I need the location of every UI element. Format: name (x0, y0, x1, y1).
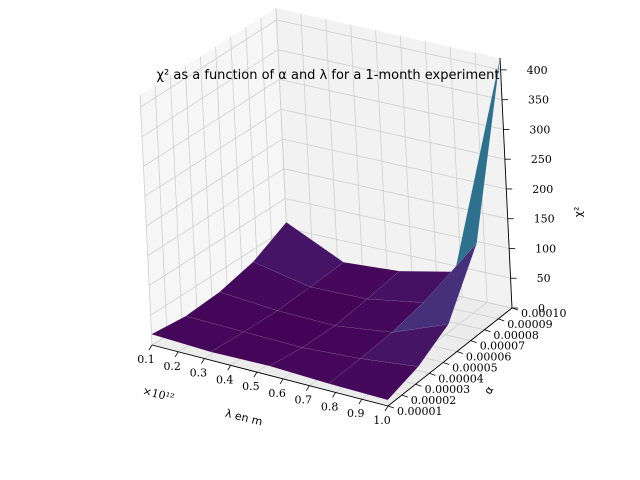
z-axis-label: χ² (572, 207, 585, 218)
z-gridline (140, 19, 501, 108)
y-tick-mark (401, 394, 408, 398)
z-tick-label: 400 (527, 64, 548, 77)
z-tick-label: 300 (529, 123, 550, 136)
z-tick-label: 0 (538, 302, 545, 315)
x-tick-mark (227, 365, 232, 371)
y-tick-mark (387, 405, 395, 409)
z-gridline (148, 198, 510, 286)
x-tick-label: 0.3 (190, 367, 208, 380)
y-tick-label: 0.00008 (493, 329, 539, 342)
back-pane (276, 8, 512, 308)
x-tick-label: 0.9 (347, 407, 365, 420)
x-tick-label: 0.2 (163, 360, 181, 373)
x-tick-label: 0.4 (216, 373, 234, 386)
x-tick-mark (384, 405, 389, 412)
x-tick-mark (253, 371, 258, 378)
x-tick-mark (148, 344, 153, 351)
x-tick-label: 0.8 (321, 400, 339, 413)
z-gridline (147, 168, 508, 257)
y-tick-mark (498, 318, 505, 322)
tick-labels: 0.10.20.30.40.50.60.70.80.91.00.000010.0… (137, 64, 566, 427)
z-tick-label: 50 (537, 272, 551, 285)
y-tick-label: 0.00001 (397, 405, 443, 418)
surface-mesh (150, 57, 501, 401)
z-gridline (144, 108, 505, 197)
x-tick-label: 0.1 (137, 353, 155, 366)
z-tick-label: 100 (535, 243, 556, 256)
y-tick-label: 0.00005 (452, 361, 498, 374)
x-axis-line (151, 344, 389, 407)
x-tick-label: 0.7 (295, 394, 313, 407)
y-axis-label: α (482, 384, 497, 397)
y-tick-mark (442, 362, 450, 365)
z-gridline (146, 138, 507, 227)
z-tick-label: 350 (528, 94, 549, 107)
y-tick-label: 0.00007 (480, 340, 526, 353)
x-tick-mark (279, 378, 284, 385)
y-tick-mark (429, 372, 436, 376)
y-tick-label: 0.00002 (411, 394, 457, 407)
y-tick-mark (415, 383, 422, 387)
surface-face (328, 358, 419, 401)
left-pane (140, 8, 288, 345)
x-tick-label: 0.6 (268, 387, 286, 400)
x-tick-label: 0.5 (242, 380, 260, 393)
y-tick-label: 0.00006 (466, 351, 512, 364)
y-tick-label: 0.00003 (425, 383, 471, 396)
x-offset-text: ×10¹² (141, 384, 175, 404)
z-tick-label: 200 (532, 183, 553, 196)
y-axis-line (387, 307, 513, 407)
z-gridline (141, 49, 503, 138)
x-tick-mark (305, 385, 310, 391)
chart-title: χ² as a function of α and λ for a 1-mont… (157, 68, 500, 83)
z-gridline (143, 78, 504, 167)
y-tick-label: 0.00010 (521, 307, 567, 320)
y-tick-mark (470, 340, 477, 344)
z-tick-label: 250 (531, 153, 552, 166)
x-tick-mark (201, 358, 205, 364)
y-tick-mark (456, 351, 464, 354)
x-axis-label: λ en m (224, 407, 264, 429)
y-tick-mark (484, 329, 491, 333)
x-tick-mark (332, 392, 336, 398)
z-tick-label: 150 (534, 213, 555, 226)
x-tick-mark (358, 399, 363, 405)
x-tick-mark (174, 351, 179, 357)
x-tick-label: 1.0 (373, 414, 391, 427)
y-tick-label: 0.00009 (507, 318, 553, 331)
y-tick-label: 0.00004 (438, 372, 484, 385)
